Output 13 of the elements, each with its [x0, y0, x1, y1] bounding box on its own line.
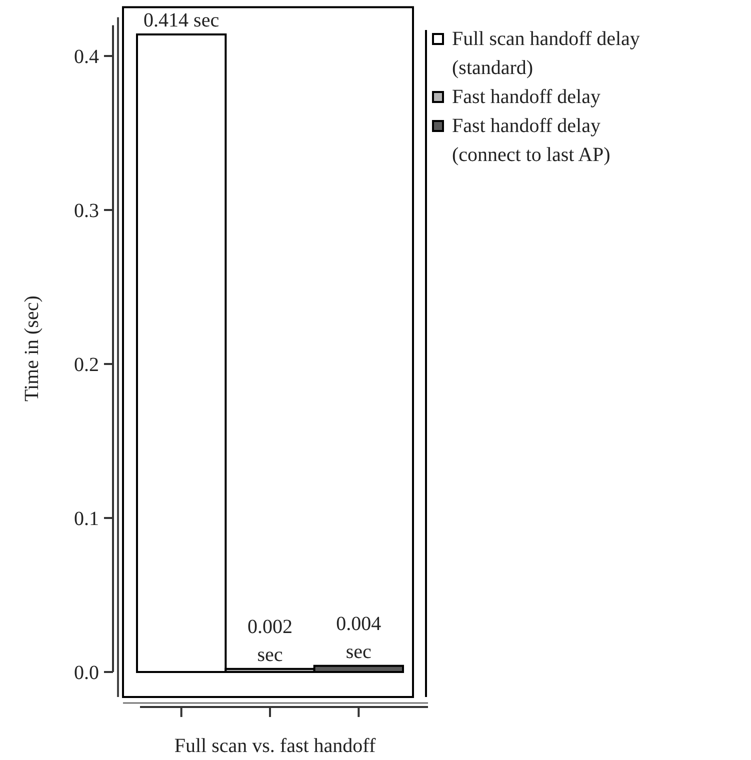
y-tick-label: 0.2: [74, 354, 99, 376]
data-label: 0.004 sec: [336, 612, 382, 663]
data-label: 0.414 sec: [144, 9, 220, 32]
y-tick-label: 0.3: [74, 200, 99, 222]
x-axis-title: Full scan vs. fast handoff: [174, 735, 376, 757]
legend-label: Fast handoff delay: [452, 86, 600, 108]
y-axis-title: Time in (sec): [21, 296, 43, 402]
legend-label: Fast handoff delay (connect to last AP): [452, 115, 610, 166]
y-tick-label: 0.1: [74, 508, 99, 530]
legend-label: Full scan handoff delay (standard): [452, 28, 640, 79]
y-tick-label: 0.4: [74, 46, 99, 68]
data-label: 0.002 sec: [248, 616, 292, 666]
y-tick-label: 0.0: [74, 662, 99, 684]
